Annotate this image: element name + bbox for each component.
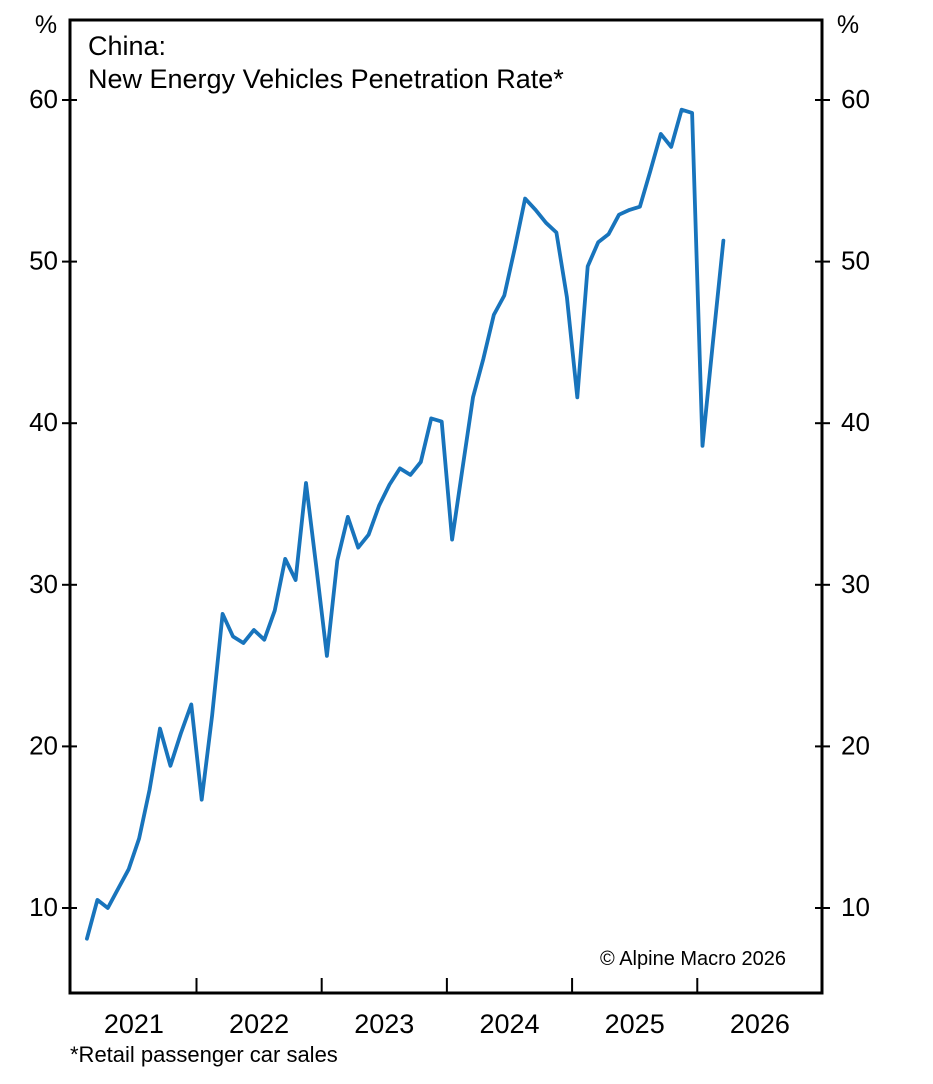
y-tick-label-right: 10 (841, 892, 870, 922)
y-tick-label-left: 40 (29, 407, 58, 437)
y-axis-unit-left: % (35, 11, 57, 39)
y-tick-label-right: 60 (841, 84, 870, 114)
x-year-label: 2021 (104, 1009, 164, 1039)
x-year-label: 2026 (730, 1009, 790, 1039)
y-tick-label-right: 20 (841, 730, 870, 760)
y-tick-label-left: 10 (29, 892, 58, 922)
chart-title-line2: New Energy Vehicles Penetration Rate* (88, 64, 564, 95)
x-year-label: 2024 (479, 1009, 539, 1039)
x-year-label: 2023 (354, 1009, 414, 1039)
plot-frame (68, 18, 824, 995)
nev-penetration-line (85, 107, 726, 941)
copyright-note: © Alpine Macro 2026 (600, 948, 786, 970)
x-year-label: 2025 (605, 1009, 665, 1039)
x-year-label: 2022 (229, 1009, 289, 1039)
chart-title: China: New Energy Vehicles Penetration R… (88, 30, 564, 97)
y-tick-label-left: 60 (29, 84, 58, 114)
y-axis-unit-right: % (837, 11, 859, 39)
y-tick-label-right: 40 (841, 407, 870, 437)
y-tick-label-left: 20 (29, 730, 58, 760)
y-tick-label-left: 50 (29, 246, 58, 276)
footnote: *Retail passenger car sales (70, 1042, 338, 1067)
y-tick-label-left: 30 (29, 569, 58, 599)
y-tick-label-right: 50 (841, 246, 870, 276)
y-tick-label-right: 30 (841, 569, 870, 599)
chart-title-line1: China: (88, 31, 167, 61)
